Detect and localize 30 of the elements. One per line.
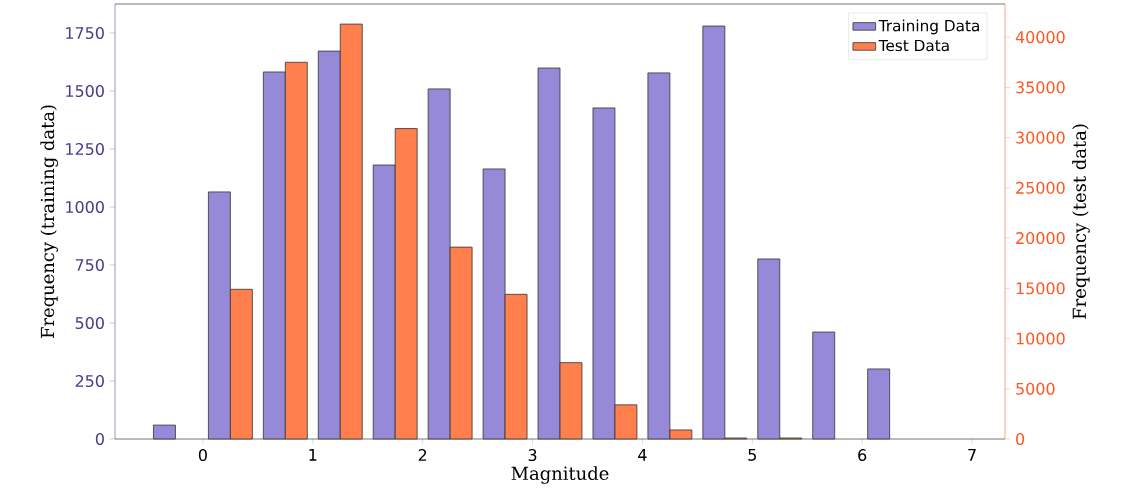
x-tick-label: 1 bbox=[309, 449, 317, 461]
x-tick-label: 4 bbox=[638, 449, 647, 461]
y2-tick-label: 15000 bbox=[1016, 282, 1065, 295]
x-tick-label: 5 bbox=[748, 449, 756, 461]
y2-tick-label: 40000 bbox=[1015, 31, 1065, 44]
x-tick-label: 0 bbox=[198, 449, 207, 462]
x-tick-label: 3 bbox=[528, 449, 537, 462]
legend-label: Training Data bbox=[878, 19, 979, 35]
y-tick-label: 1000 bbox=[66, 200, 104, 214]
y-tick-label: 1750 bbox=[66, 26, 104, 40]
y-tick-label: 0 bbox=[95, 432, 104, 446]
y2-tick-label: 35000 bbox=[1016, 81, 1065, 94]
x-tick-label: 6 bbox=[858, 449, 867, 462]
y-axis-title: Frequency (training data) bbox=[40, 105, 58, 338]
y-tick-label: 1250 bbox=[66, 142, 104, 156]
y2-axis-title: Frequency (test data) bbox=[1072, 124, 1090, 319]
y2-tick-label: 25000 bbox=[1016, 181, 1065, 194]
y-tick-label: 750 bbox=[75, 258, 104, 272]
y-tick-label: 1500 bbox=[66, 84, 104, 98]
y2-tick-label: 20000 bbox=[1016, 232, 1065, 245]
y2-tick-label: 10000 bbox=[1016, 332, 1065, 345]
y-tick-label: 500 bbox=[75, 316, 104, 330]
y2-tick-label: 30000 bbox=[1016, 131, 1065, 144]
x-tick-label: 7 bbox=[968, 449, 976, 461]
y-tick-label: 250 bbox=[75, 374, 104, 388]
legend-label: Test Data bbox=[878, 39, 949, 52]
y2-tick-label: 5000 bbox=[1016, 382, 1055, 395]
y2-tick-label: 0 bbox=[1016, 432, 1025, 446]
x-axis-title: Magnitude bbox=[511, 466, 609, 484]
x-tick-label: 2 bbox=[418, 449, 427, 461]
